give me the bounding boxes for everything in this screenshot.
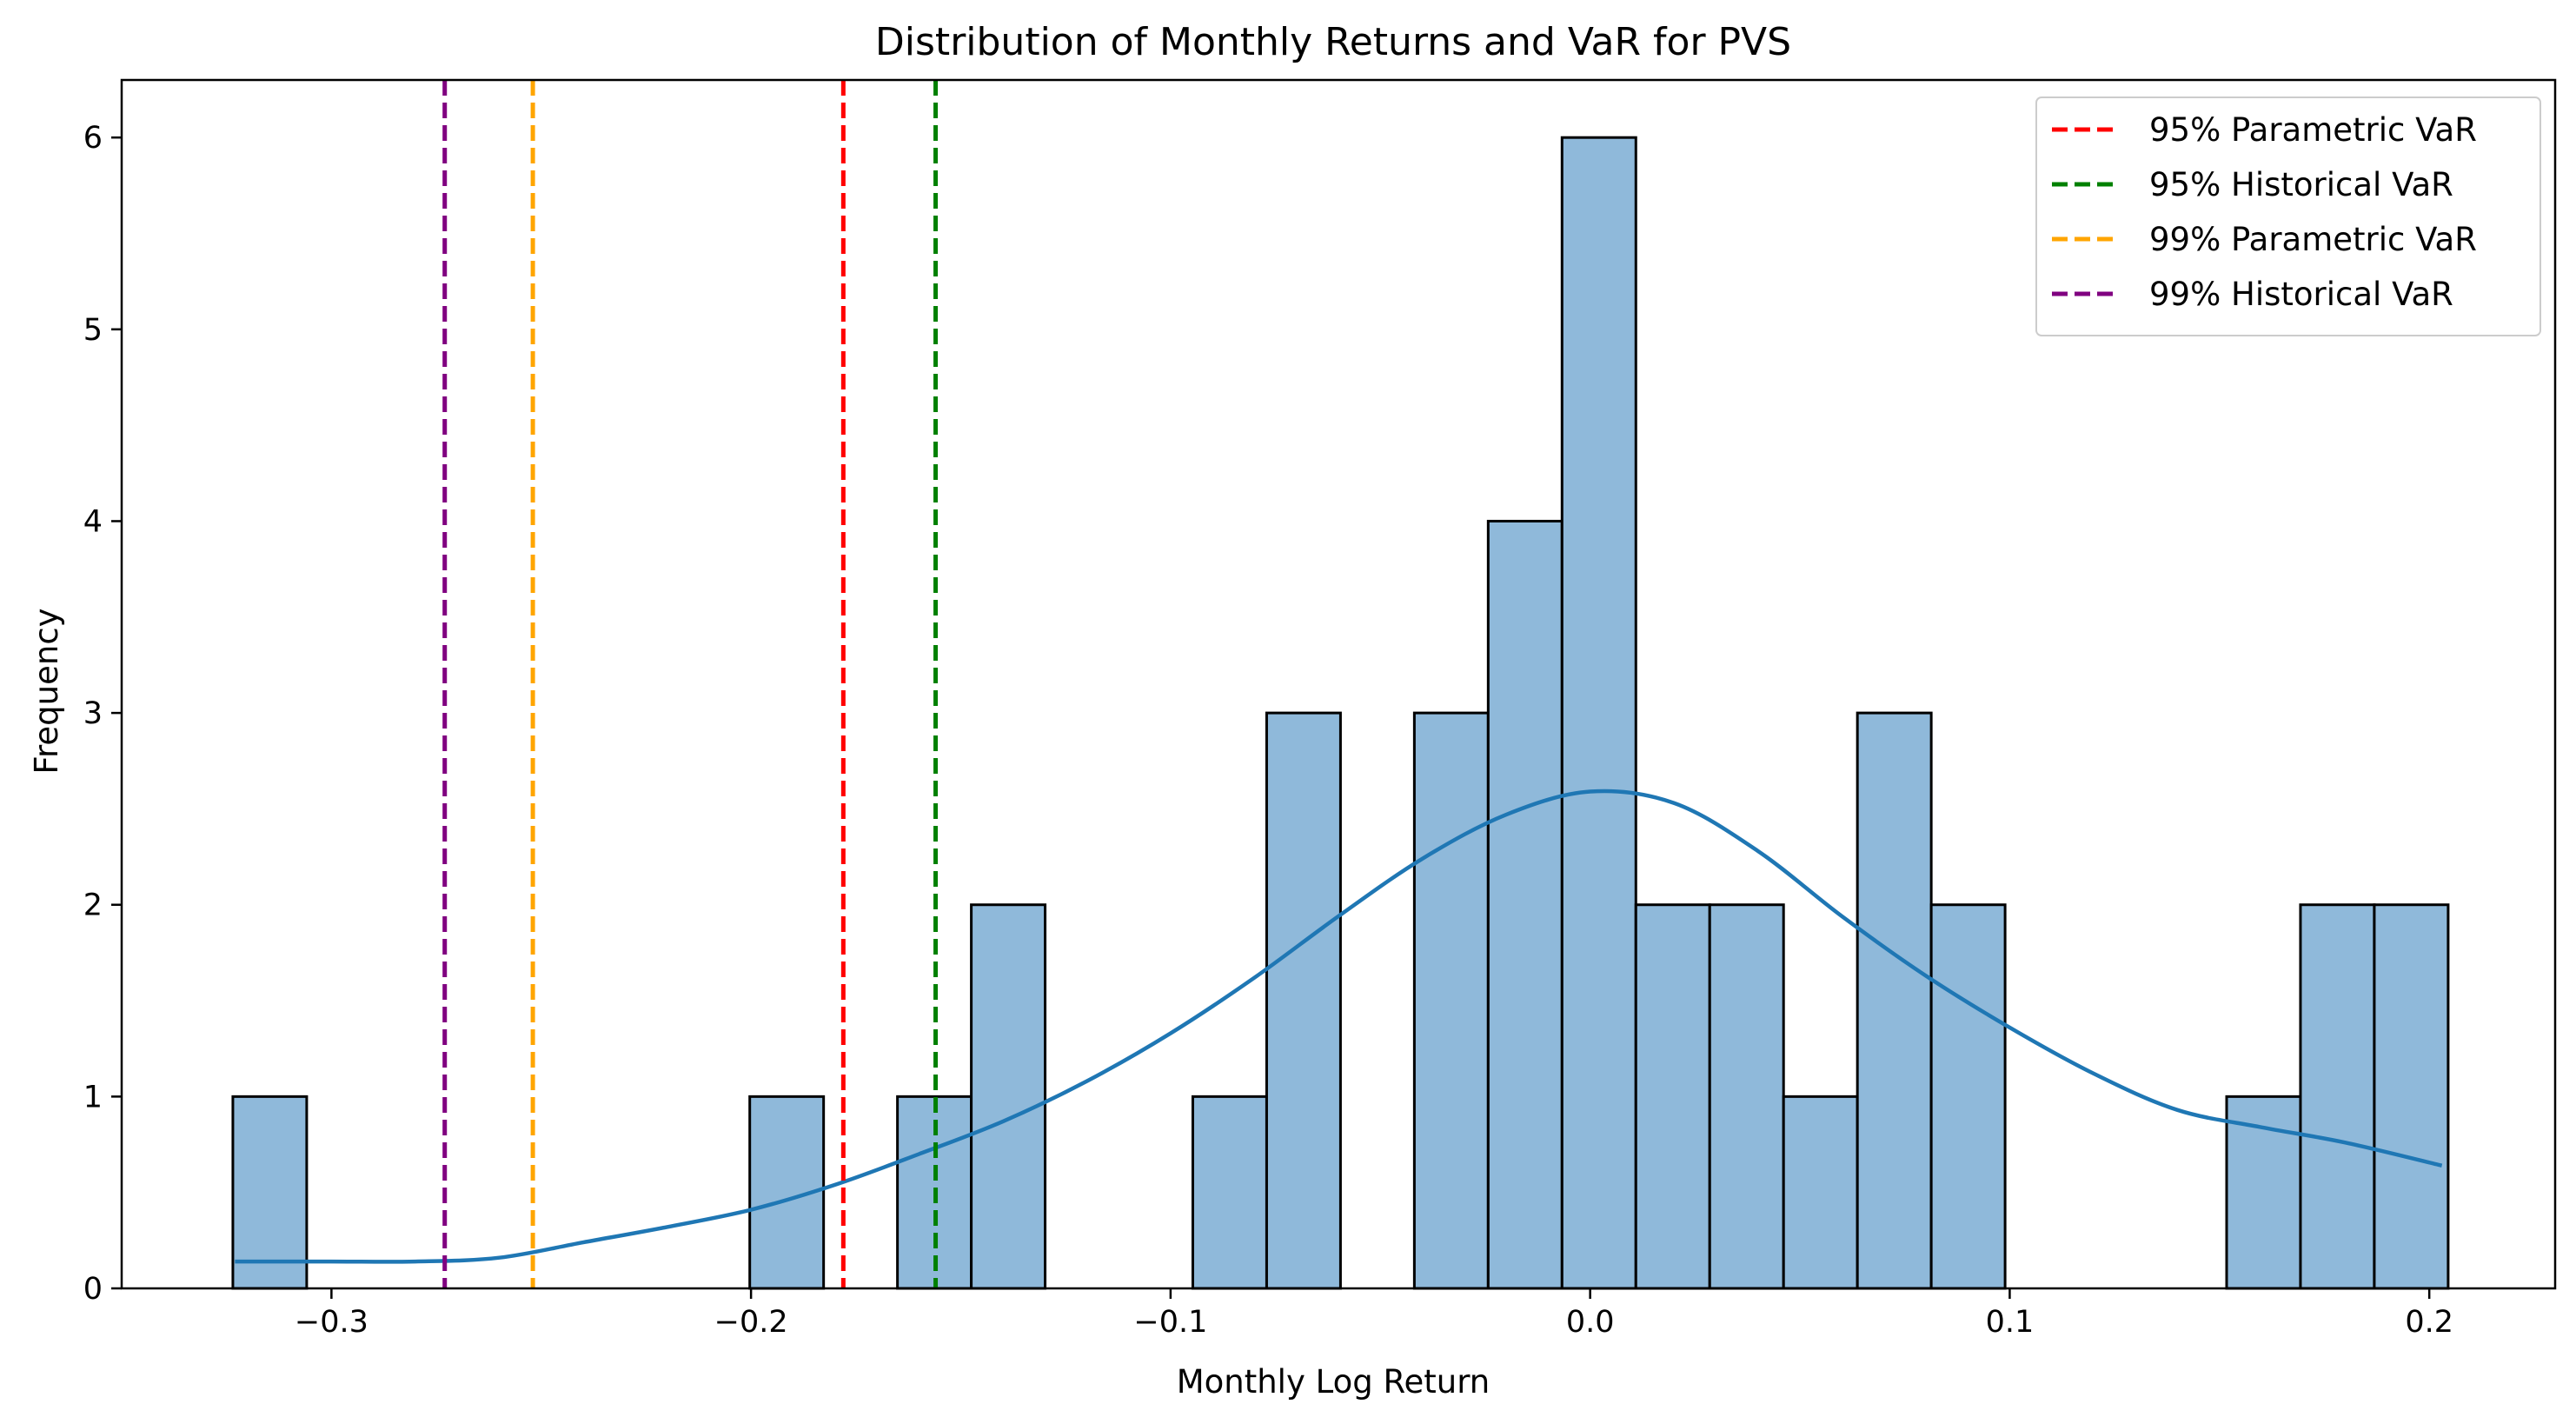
x-tick-label: 0.2 — [2405, 1305, 2453, 1340]
x-tick-label: −0.3 — [295, 1305, 368, 1340]
kde-line — [235, 789, 2443, 1264]
x-tick-label: −0.1 — [1133, 1305, 1207, 1340]
x-tick-label: 0.0 — [1566, 1305, 1615, 1340]
x-tick-label: 0.1 — [1986, 1305, 2035, 1340]
legend: 95% Parametric VaR 95% Historical VaR 99% … — [2035, 96, 2541, 336]
y-axis-label: Frequency — [28, 608, 65, 774]
histogram-bar — [1782, 1095, 1859, 1290]
legend-label: 95% Parametric VaR — [2149, 111, 2477, 149]
chart-title: Distribution of Monthly Returns and VaR … — [875, 20, 1791, 64]
histogram-bar — [2373, 903, 2450, 1290]
histogram-bar — [1486, 519, 1564, 1290]
y-axis: 0 1 2 3 4 5 6 — [83, 121, 122, 1307]
y-tick-label: 1 — [83, 1080, 103, 1115]
plot-area — [231, 80, 2450, 1290]
legend-box — [2035, 96, 2541, 336]
histogram-bar — [231, 1095, 309, 1290]
y-tick-label: 4 — [83, 504, 103, 539]
y-tick-label: 2 — [83, 888, 103, 923]
histogram-bars — [231, 136, 2450, 1290]
histogram-bar — [1708, 903, 1785, 1290]
histogram-bar — [1191, 1095, 1268, 1290]
y-tick-label: 6 — [83, 121, 103, 156]
y-tick-label: 3 — [83, 696, 103, 731]
histogram-bar — [1856, 711, 1933, 1290]
histogram-bar — [1634, 903, 1711, 1290]
legend-label: 99% Historical VaR — [2149, 276, 2453, 313]
histogram-bar — [2225, 1095, 2302, 1290]
y-tick-label: 5 — [83, 313, 103, 348]
var-lines — [442, 80, 939, 1288]
histogram-bar — [1560, 136, 1637, 1290]
x-tick-label: −0.2 — [714, 1305, 788, 1340]
histogram-bar — [1929, 903, 2007, 1290]
legend-label: 95% Historical VaR — [2149, 166, 2453, 203]
histogram-bar — [1265, 711, 1342, 1290]
histogram-bar — [1412, 711, 1490, 1290]
histogram-bar — [970, 903, 1047, 1290]
x-axis: −0.3 −0.2 −0.1 0.0 0.1 0.2 — [295, 1288, 2453, 1340]
x-axis-label: Monthly Log Return — [1177, 1363, 1490, 1401]
plot-frame — [120, 78, 2557, 1290]
y-tick-label: 0 — [83, 1272, 103, 1307]
histogram-bar — [2299, 903, 2376, 1290]
legend-label: 99% Parametric VaR — [2149, 221, 2477, 258]
